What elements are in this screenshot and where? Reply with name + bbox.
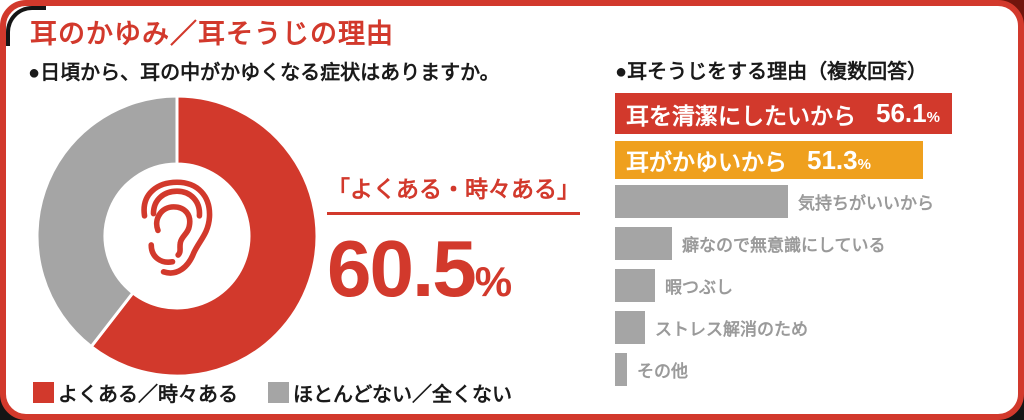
bar-label: 癖なので無意識にしている xyxy=(682,236,886,255)
black-corner-accent xyxy=(6,6,46,46)
annotation-label: 「よくある・時々ある」 xyxy=(327,170,580,215)
bar-chart-heading: ●耳そうじをする理由（複数回答） xyxy=(615,61,928,83)
bar: 耳を清潔にしたいから 56.1% xyxy=(615,93,952,134)
annotation-percent-sign: % xyxy=(474,258,513,305)
bar: 耳がかゆいから 51.3% xyxy=(615,141,923,179)
bar-label: 耳を清潔にしたいから xyxy=(626,102,856,129)
bar-label: 暇つぶし xyxy=(665,278,733,297)
bar xyxy=(615,353,627,386)
bar xyxy=(615,185,788,218)
legend-label: ほとんどない／全くない xyxy=(293,384,512,406)
donut-chart xyxy=(37,96,317,376)
legend-swatch xyxy=(33,382,54,403)
donut-slice-positive xyxy=(89,96,317,376)
bar-label: 耳がかゆいから xyxy=(626,149,787,175)
bar-row: その他 xyxy=(615,353,1020,386)
bar-label: その他 xyxy=(637,362,688,381)
bar-row: 気持ちがいいから xyxy=(615,185,1020,218)
bar-label: 気持ちがいいから xyxy=(798,194,934,213)
donut-svg xyxy=(37,96,317,376)
bar xyxy=(615,227,672,260)
bar-row: 耳がかゆいから 51.3% xyxy=(615,141,1020,179)
percent-sign: % xyxy=(926,109,940,126)
bar-value: 51.3% xyxy=(807,144,871,175)
page-title: 耳のかゆみ／耳そうじの理由 xyxy=(30,19,394,49)
legend-label: よくある／時々ある xyxy=(58,384,238,406)
bar-label: ストレス解消のため xyxy=(655,320,808,339)
bar-row: 耳を清潔にしたいから 56.1% xyxy=(615,93,1020,134)
donut-slice-negative xyxy=(37,96,179,349)
bar xyxy=(615,311,645,344)
bar-row: 癖なので無意識にしている xyxy=(615,227,1020,260)
donut-question: ●日頃から、耳の中がかゆくなる症状はありますか。 xyxy=(28,62,500,84)
ear-icon xyxy=(121,175,233,297)
annotation-value: 60.5% xyxy=(327,224,513,313)
bar-chart: 耳を清潔にしたいから 56.1% 耳がかゆいから 51.3% 気持ちがいいから癖なので無… xyxy=(615,93,1020,395)
bar-value: 56.1% xyxy=(876,98,940,128)
legend-item: ほとんどない／全くない xyxy=(268,378,512,407)
legend-item: よくある／時々ある xyxy=(33,378,238,407)
legend-swatch xyxy=(268,382,289,403)
bar-row: ストレス解消のため xyxy=(615,311,1020,344)
donut-legend: よくある／時々ある ほとんどない／全くない xyxy=(33,378,512,407)
bar xyxy=(615,269,655,302)
bar-row: 暇つぶし xyxy=(615,269,1020,302)
donut-annotation: 「よくある・時々ある」 60.5% xyxy=(327,170,580,309)
percent-sign: % xyxy=(857,155,871,173)
